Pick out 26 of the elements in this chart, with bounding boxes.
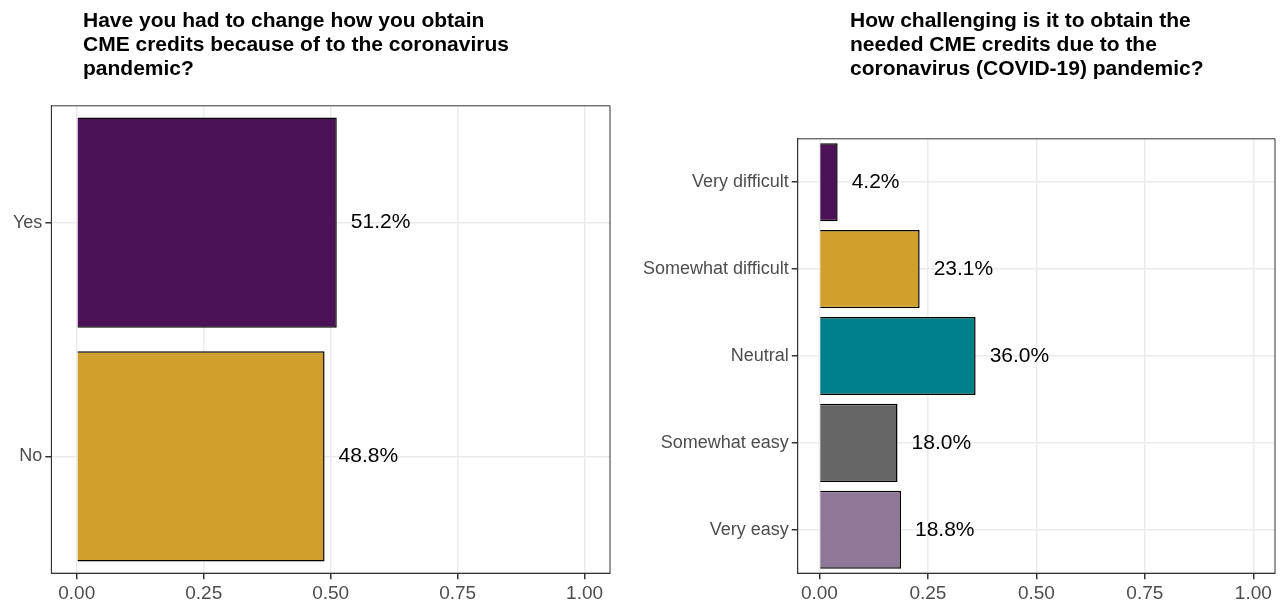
x-tick-label: 1.00 — [1234, 581, 1272, 603]
y-tick-label: Neutral — [730, 344, 789, 365]
y-tick-label: Somewhat difficult — [642, 258, 789, 279]
y-tick-label: No — [19, 445, 43, 466]
data-label: 18.0% — [911, 429, 972, 453]
x-tick-label: 0.25 — [909, 581, 947, 603]
x-tick-label: 1.00 — [566, 581, 604, 603]
x-tick-label: 0.25 — [185, 581, 223, 603]
chart-title: Have you had to change how you obtain CME credits because of to the coronavirus pandemic? — [83, 8, 510, 80]
x-tick-label: 0.00 — [800, 581, 838, 603]
x-tick-label: 0.50 — [1017, 581, 1055, 603]
data-label: 48.8% — [338, 443, 399, 467]
y-tick-label: Very difficult — [692, 171, 789, 192]
y-tick-label: Very easy — [709, 518, 789, 539]
x-tick-label: 0.75 — [1126, 581, 1164, 603]
data-label: 51.2% — [350, 209, 411, 233]
y-tick-label: Somewhat easy — [660, 431, 789, 452]
x-tick-label: 0.50 — [312, 581, 350, 603]
x-tick-label: 0.00 — [58, 581, 96, 603]
chart-title: How challenging is it to obtain the needed CME credits due to the coronavirus (COVID-19) pandemic? — [850, 8, 1205, 80]
x-tick-label: 0.75 — [439, 581, 477, 603]
data-label: 23.1% — [933, 255, 994, 279]
data-label: 4.2% — [851, 169, 900, 193]
y-tick-label: Yes — [12, 211, 43, 232]
data-label: 18.8% — [915, 516, 975, 540]
data-label: 36.0% — [989, 342, 1050, 366]
